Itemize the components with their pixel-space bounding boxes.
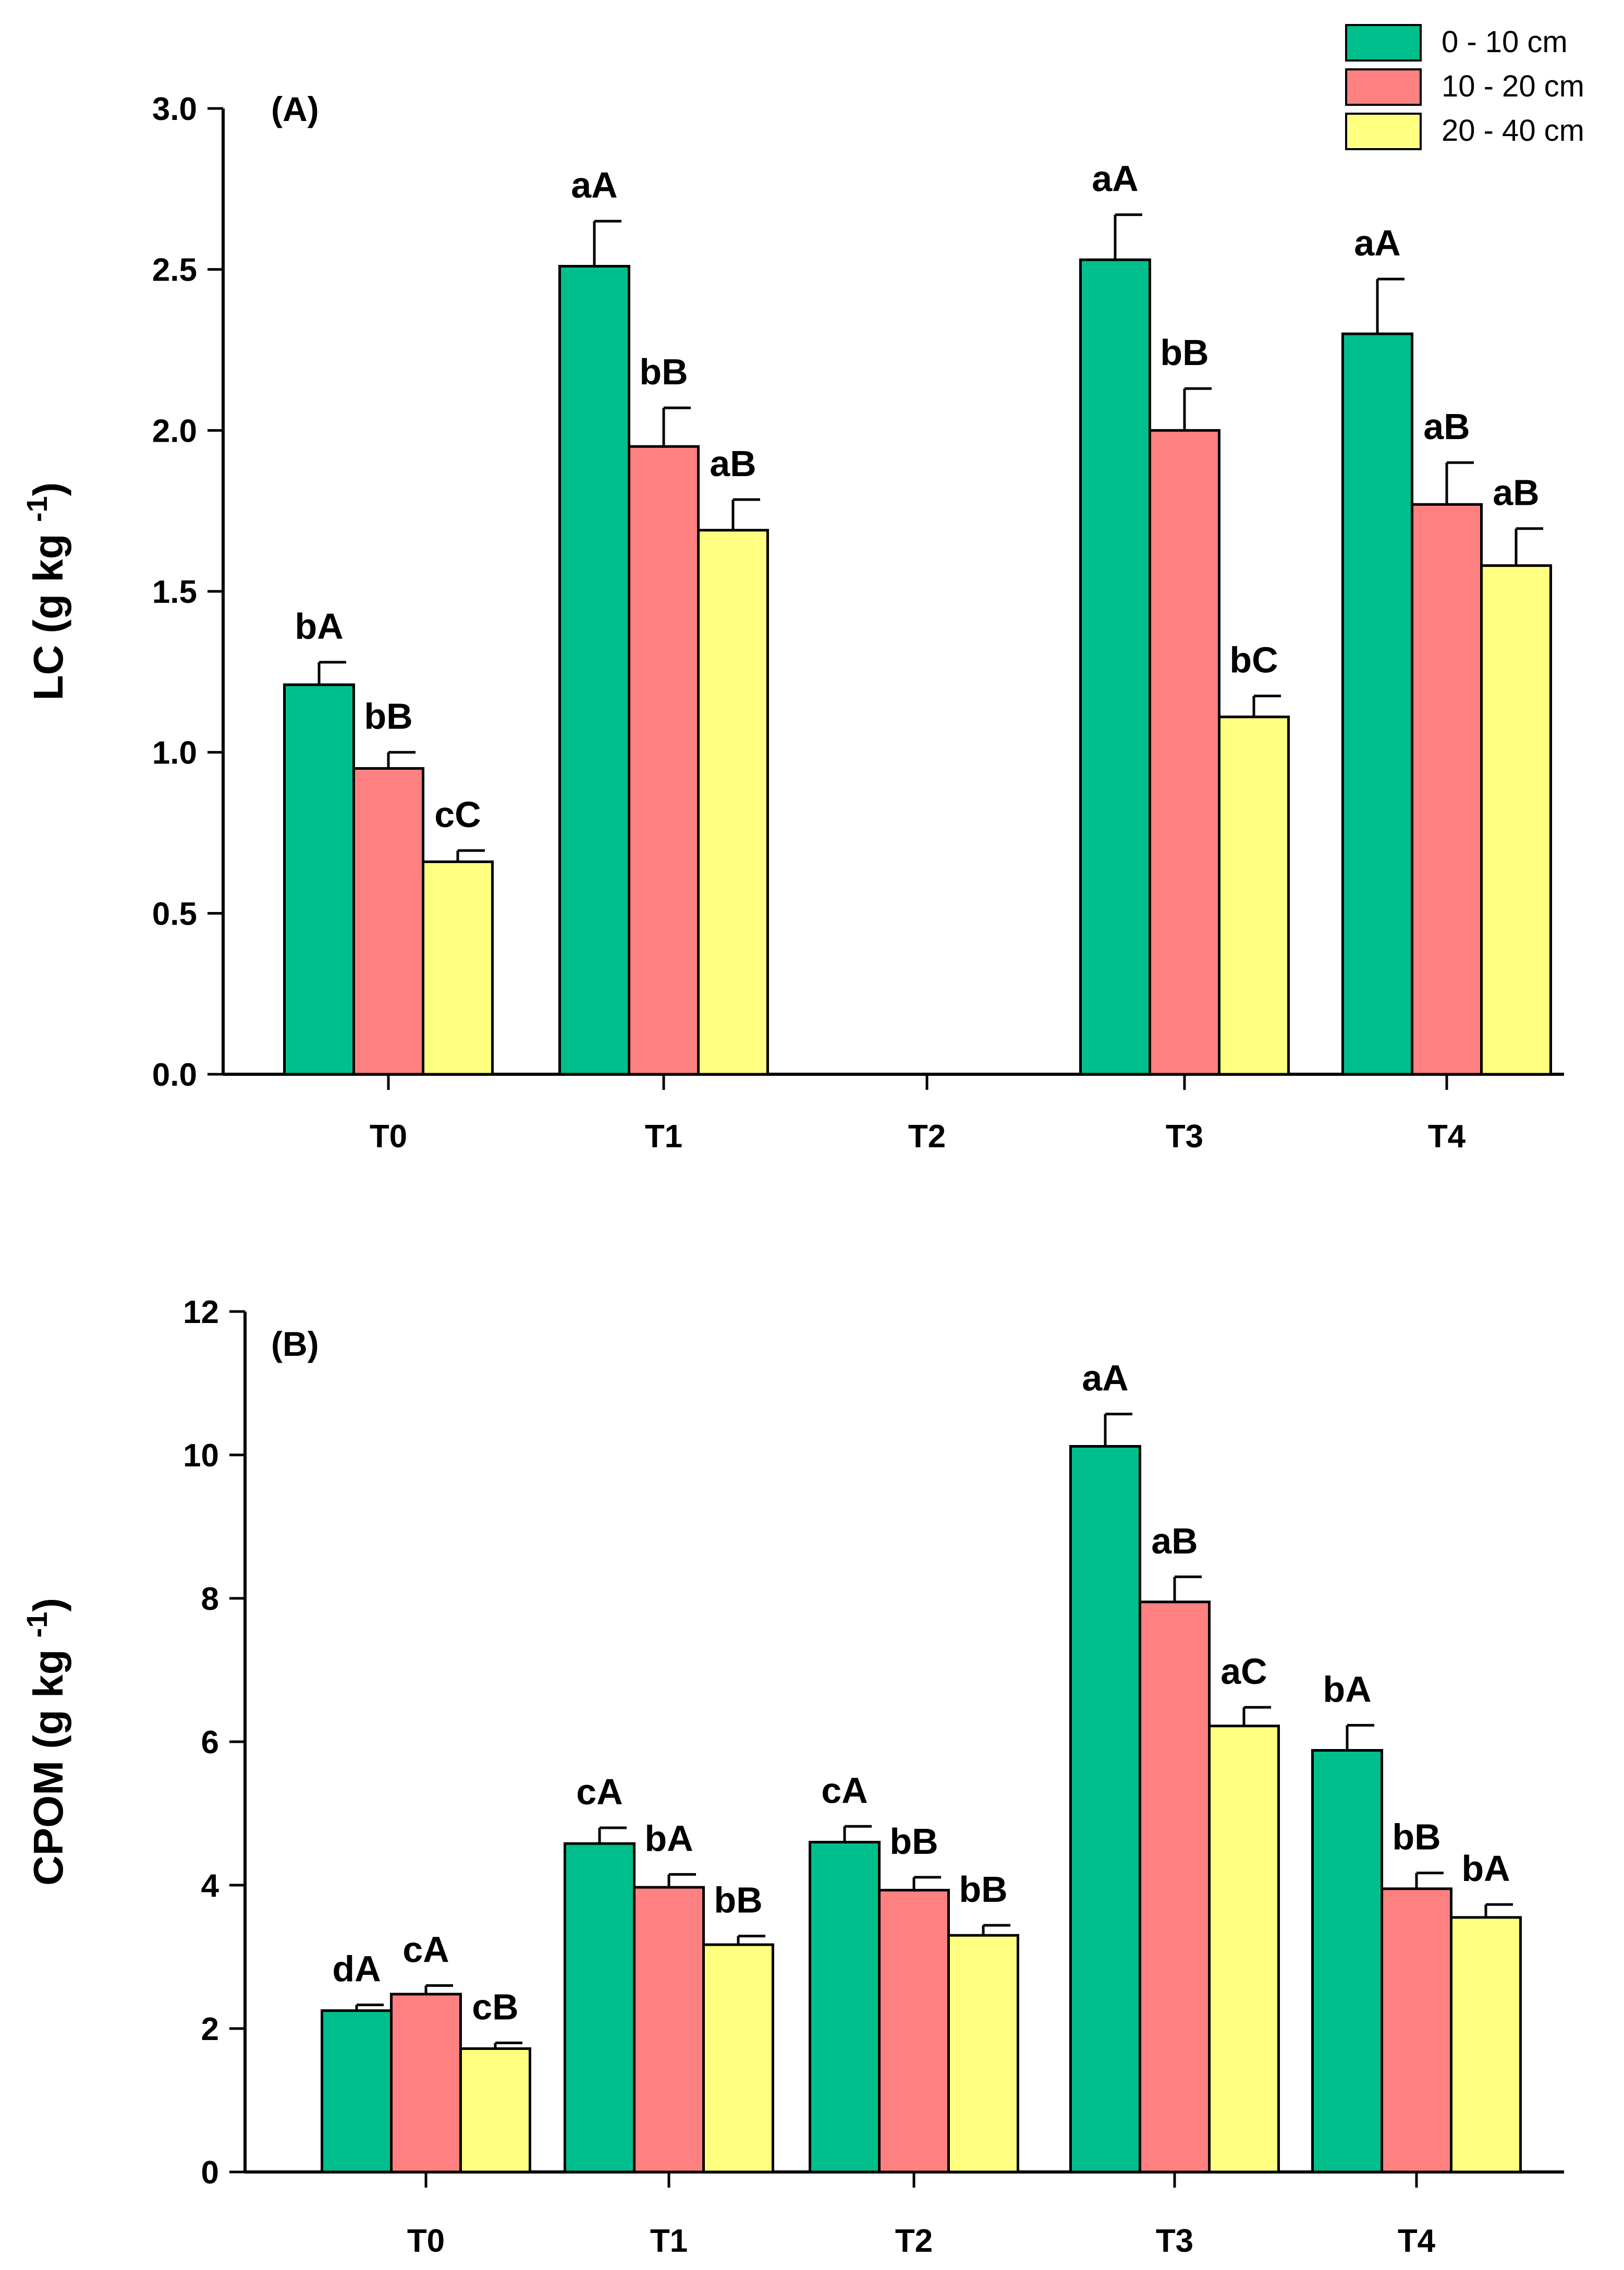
bar [1079,258,1151,1076]
significance-label: aA [1354,223,1400,263]
significance-label: cA [402,1929,449,1970]
bar [558,264,630,1076]
significance-label: aB [1423,406,1470,447]
bar [422,860,494,1076]
x-tick-label: T4 [1428,1119,1466,1155]
x-tick-label: T3 [1156,2223,1193,2259]
bar [283,683,355,1076]
bar [633,1886,705,2174]
bar [1069,1445,1141,2174]
significance-label: aA [1092,159,1138,199]
x-tick-label: T3 [1166,1119,1203,1155]
legend-entry: 10 - 20 cm [1442,69,1584,103]
bar [1450,1916,1522,2174]
significance-label: cB [472,1987,518,2028]
x-tick-label: T1 [645,1119,682,1155]
legend-swatch [1345,68,1422,106]
significance-label: bB [714,1880,762,1921]
x-tick-label: T0 [370,1119,407,1155]
significance-label: bB [959,1869,1007,1910]
panel-a-lc-chart: 0.0 0.5 1.0 1.5 2.0 2.5 3.0 T0 T1 T2 T3 T4 LC (g kg … [20,90,1564,1155]
x-tick-label: T1 [650,2223,688,2259]
panel-b-cpom-chart: 0 2 4 6 8 10 12 T0 T1 T2 T3 T4 CPOM (g kg -1) (B) dA cA… [20,1294,1564,2259]
significance-label: cC [434,794,481,835]
x-tick-label: T0 [407,2223,445,2259]
bar [321,2009,393,2174]
bar [1208,1725,1280,2174]
bar [1311,1749,1383,2174]
significance-label: bC [1229,640,1278,681]
significance-label: bA [1323,1669,1371,1709]
bar [390,1993,462,2174]
significance-label: bB [364,696,412,737]
y-tick-label: 3.0 [152,91,197,127]
legend: 0 - 10 cm 10 - 20 cm 20 - 40 cm [1345,24,1584,150]
significance-label: aB [710,443,756,484]
significance-label: bB [889,1821,938,1862]
y-tick-label: 8 [201,1581,219,1617]
bar [1381,1887,1452,2174]
y-tick-label: 10 [183,1438,219,1474]
legend-entry: 0 - 10 cm [1442,25,1568,59]
bar [702,1943,774,2174]
significance-label: aB [1493,472,1539,513]
y-tick-label: 2 [201,2011,219,2047]
x-tick-label: T2 [895,2223,933,2259]
y-tick-label: 4 [201,1868,219,1904]
legend-swatch [1345,113,1422,150]
y-tick-label: 2.0 [152,413,197,449]
panel-label: (B) [271,1325,319,1363]
significance-label: bB [639,351,688,392]
bar [628,445,700,1076]
significance-label: aC [1220,1651,1267,1692]
bar [878,1889,950,2174]
y-tick-label: 1.5 [152,574,197,610]
bar [1139,1600,1211,2174]
significance-label: bB [1392,1817,1440,1858]
bar [809,1841,881,2174]
bar [1149,429,1220,1076]
significance-label: bA [644,1818,693,1859]
legend-swatch [1345,24,1422,62]
bar [1411,503,1483,1076]
bar [1480,564,1552,1076]
bar [697,529,769,1076]
significance-label: cA [576,1771,622,1812]
y-tick-label: 2.5 [152,252,197,288]
significance-label: bB [1160,332,1208,373]
significance-label: aA [571,165,617,205]
bar [1218,715,1290,1076]
significance-label: aB [1151,1521,1198,1561]
significance-label: cA [821,1770,868,1811]
significance-label: aA [1082,1358,1128,1399]
y-tick-label: 12 [183,1294,219,1330]
y-axis-label: LC (g kg -1) [20,482,71,701]
y-tick-label: 0.0 [152,1057,197,1093]
legend-entry: 20 - 40 cm [1442,114,1584,148]
y-tick-label: 0 [201,2155,219,2191]
y-tick-label: 6 [201,1725,219,1761]
y-axis-label: CPOM (g kg -1) [20,1598,71,1886]
significance-label: bA [295,606,343,647]
bar [947,1934,1019,2174]
y-tick-label: 1.0 [152,735,197,771]
significance-label: bA [1461,1848,1510,1889]
bar [564,1842,636,2174]
x-tick-label: T4 [1398,2223,1436,2259]
bar [352,767,424,1076]
bar [1341,332,1413,1076]
panel-label: (A) [271,90,319,128]
y-tick-label: 0.5 [152,896,197,932]
x-tick-label: T2 [908,1119,946,1155]
significance-label: dA [332,1949,381,1989]
bar [459,2047,531,2174]
